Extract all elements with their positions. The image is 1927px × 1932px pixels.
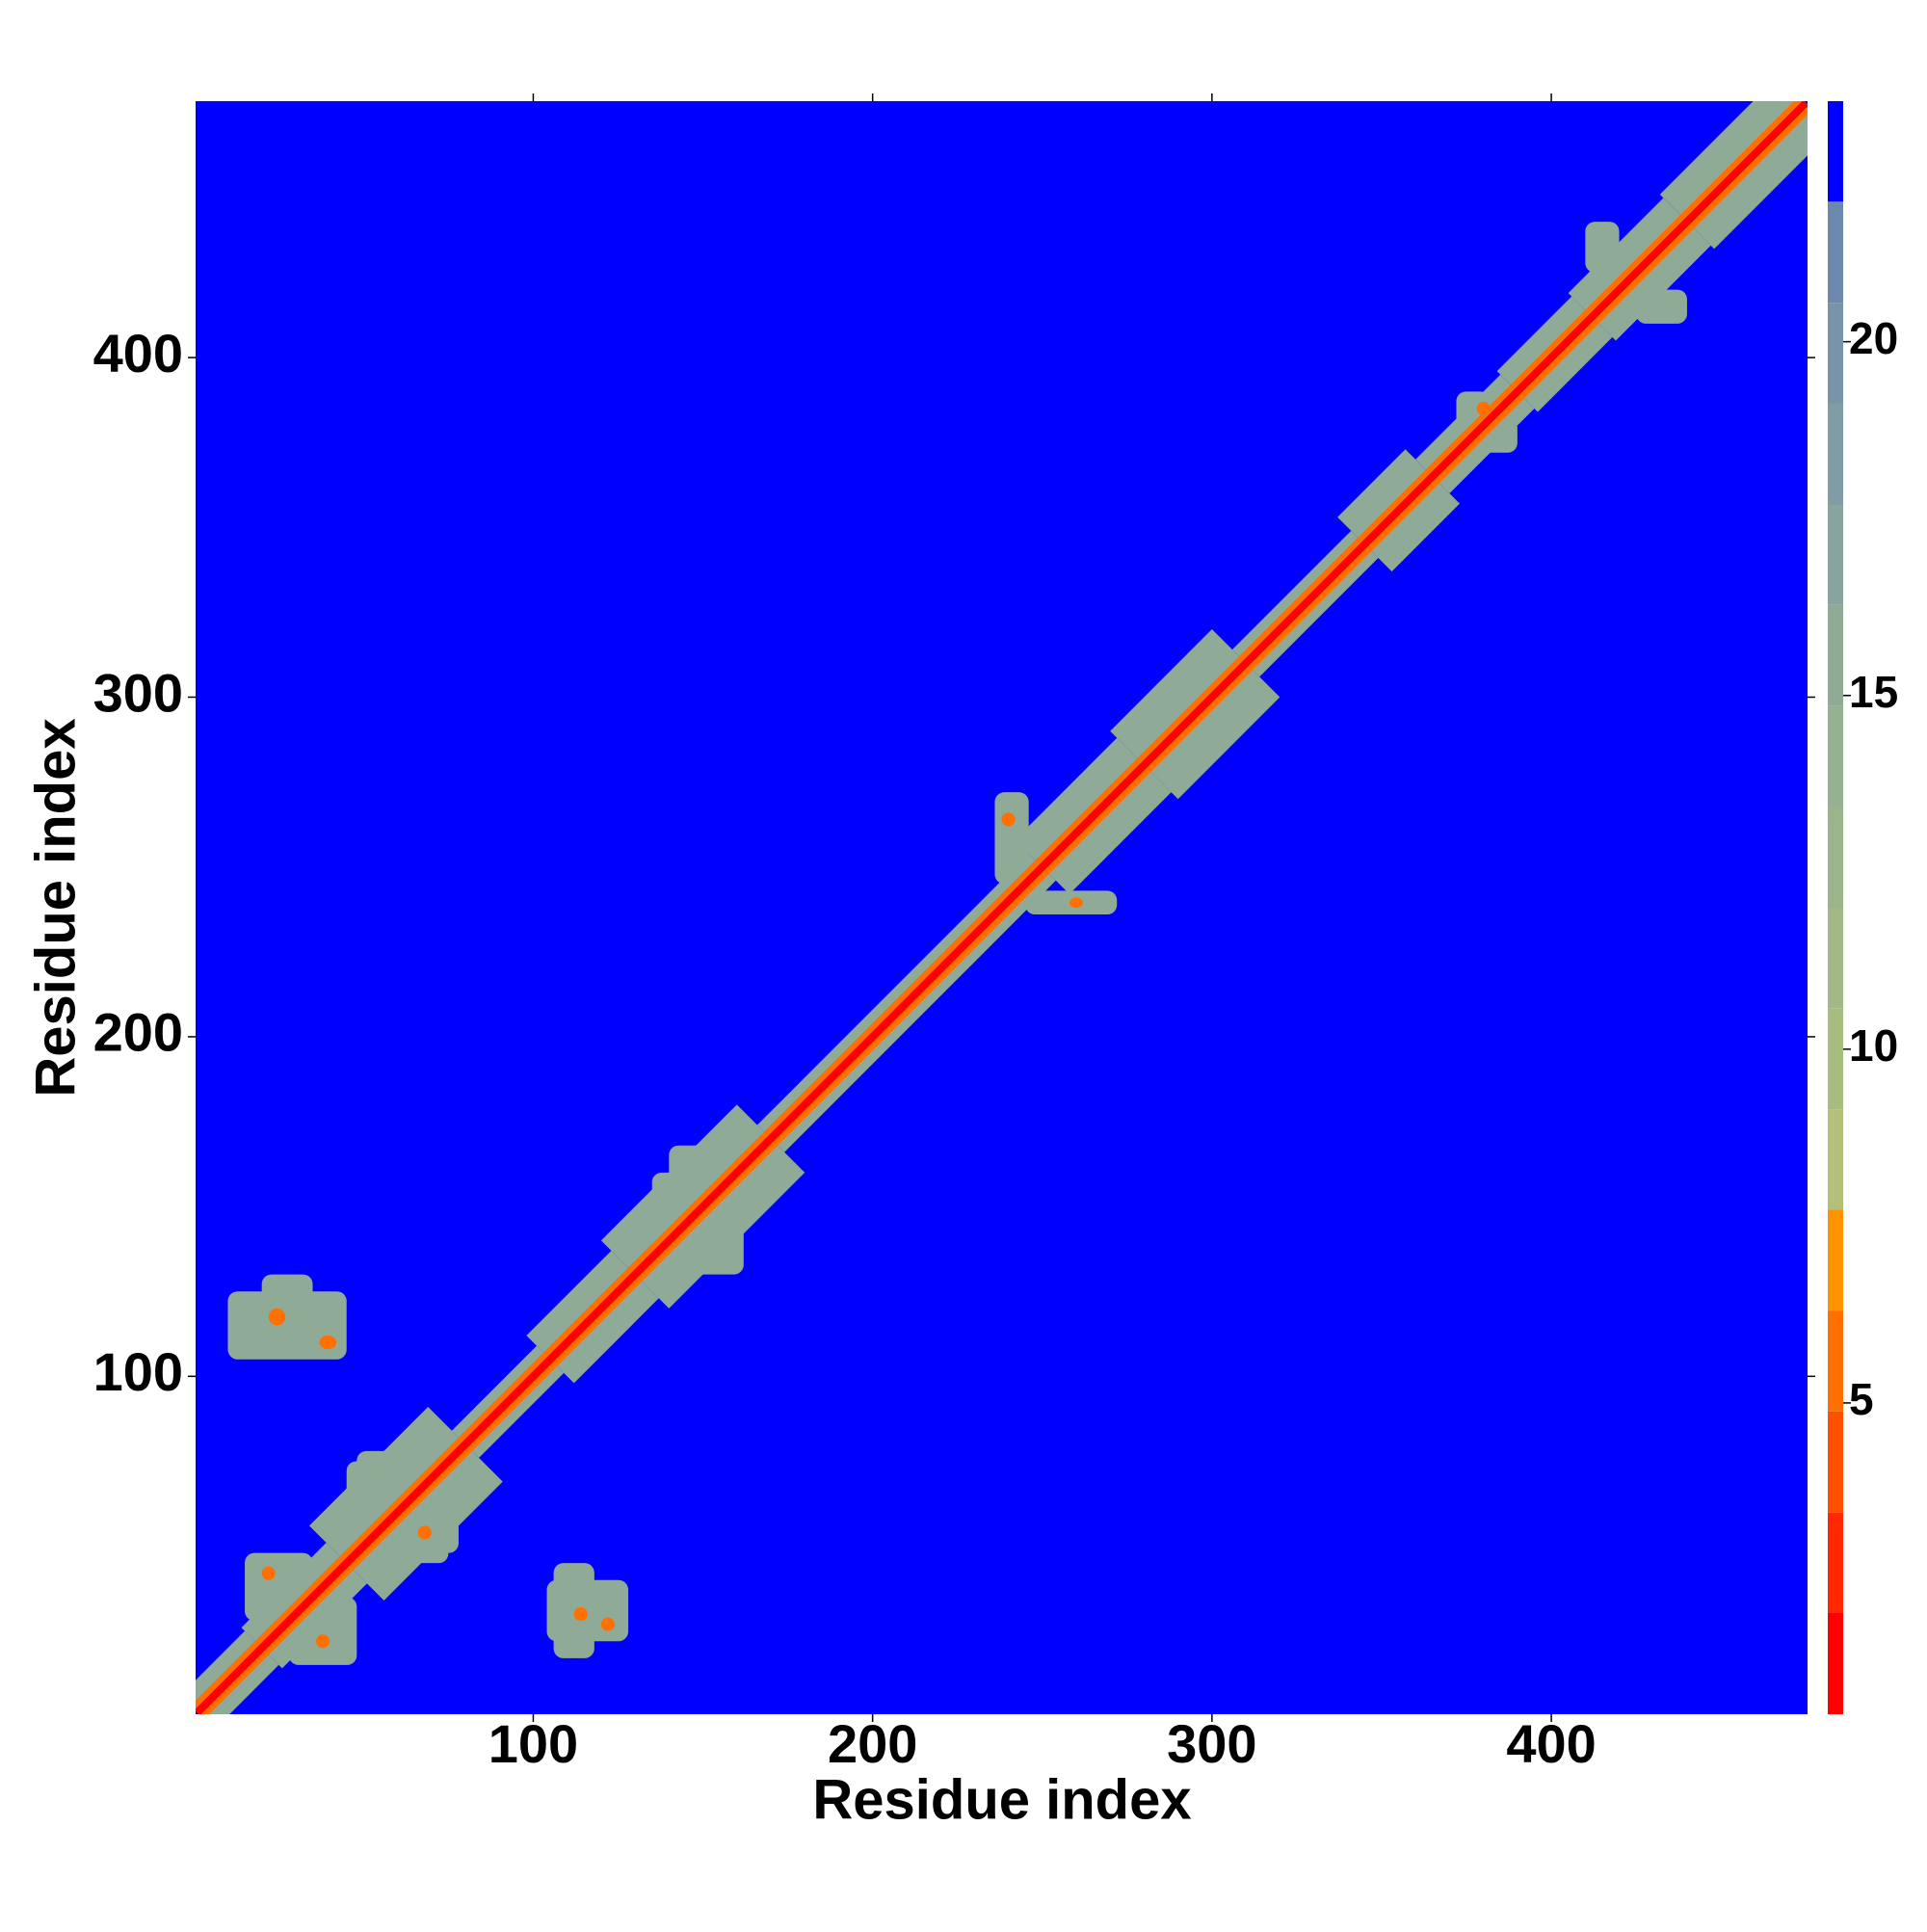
contact-patch <box>316 1634 330 1649</box>
contact-patch <box>1636 289 1687 324</box>
colorbar-tick-label: 15 <box>1849 667 1898 717</box>
x-axis-label: Residue index <box>812 1768 1191 1831</box>
contact-patch <box>261 1274 313 1315</box>
colorbar-tick-label: 20 <box>1849 313 1898 363</box>
y-tick-label: 300 <box>93 662 183 723</box>
contact-patch <box>1001 812 1016 827</box>
colorbar-segment <box>1828 1310 1843 1412</box>
colorbar-segment <box>1828 101 1843 202</box>
colorbar-segment <box>1828 201 1843 304</box>
contact-patch <box>319 1336 337 1350</box>
y-tick-label: 400 <box>93 323 183 384</box>
x-tick-label: 200 <box>828 1713 917 1774</box>
y-tick-label: 200 <box>93 1002 183 1063</box>
colorbar-segment <box>1828 303 1843 404</box>
colorbar-segment <box>1828 1209 1843 1311</box>
colorbar-tick-label: 5 <box>1849 1374 1874 1424</box>
x-tick-label: 100 <box>488 1713 578 1774</box>
colorbar-segment <box>1828 705 1843 807</box>
contact-patch <box>669 1145 730 1190</box>
contact-patch <box>227 1291 347 1360</box>
colorbar-segment <box>1828 1008 1843 1110</box>
diagonal-core <box>196 101 1808 1714</box>
y-tick-label: 100 <box>93 1341 183 1402</box>
colorbar-segment <box>1828 1411 1843 1513</box>
contact-patch <box>417 1525 432 1540</box>
contact-patch <box>1069 897 1084 908</box>
colorbar-segment <box>1828 1512 1843 1614</box>
plot-area <box>196 101 1808 1714</box>
contact-patch <box>600 1617 615 1631</box>
x-tick-label: 300 <box>1167 1713 1256 1774</box>
colorbar-tick-label: 10 <box>1849 1020 1898 1071</box>
colorbar-segment <box>1828 807 1843 908</box>
contact-patch <box>268 1308 286 1326</box>
colorbar-segment <box>1828 504 1843 605</box>
x-tick-label: 400 <box>1506 1713 1596 1774</box>
y-axis-label: Residue index <box>24 718 87 1097</box>
contact-patch <box>994 792 1029 885</box>
colorbar-segment <box>1828 1109 1843 1210</box>
colorbar-segment <box>1828 403 1843 505</box>
contact-patch <box>573 1606 588 1622</box>
colorbar-segment <box>1828 1613 1843 1714</box>
contact-patch <box>553 1563 594 1658</box>
colorbar-segment <box>1828 908 1843 1009</box>
contact-patch <box>261 1566 276 1580</box>
contact-patch <box>1585 222 1620 273</box>
colorbar-segment <box>1828 604 1843 706</box>
